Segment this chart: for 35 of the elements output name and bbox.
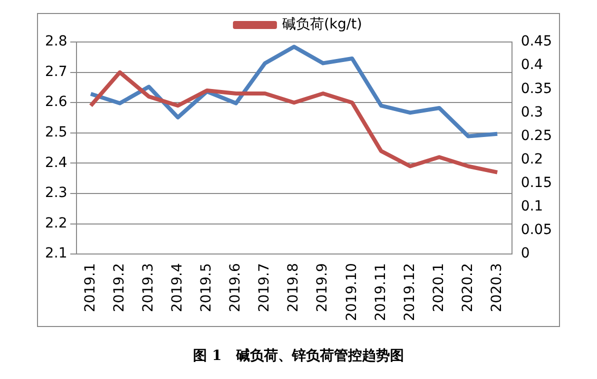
x-tick-label: 2019.10 xyxy=(344,263,360,322)
y2-tick-label: 0.3 xyxy=(520,104,544,120)
y-tick-label: 2.6 xyxy=(45,94,68,110)
x-tick-label: 2020.2 xyxy=(460,263,476,312)
y-tick-label: 2.5 xyxy=(45,124,68,141)
text: 图 1 碱负荷、锌负荷管控趋势图 xyxy=(192,347,405,365)
x-tick-label: 2019.3 xyxy=(140,263,156,312)
x-tick-label: 2019.1 xyxy=(82,263,98,312)
y2-tick-label: 0.25 xyxy=(520,128,552,144)
y2-tick-label: 0 xyxy=(520,246,530,262)
legend-label: 碱负荷(kg/t) xyxy=(282,16,362,33)
x-tick-label: 2019.12 xyxy=(402,263,418,322)
y2-tick-label: 0.15 xyxy=(520,175,552,192)
x-tick-label: 2019.8 xyxy=(286,263,302,312)
x-tick-label: 2019.11 xyxy=(372,263,389,322)
x-tick-label: 2019.7 xyxy=(256,263,273,312)
y2-tick-label: 0.4 xyxy=(520,57,544,74)
y2-tick-label: 0.45 xyxy=(520,34,552,50)
x-tick-label: 2019.6 xyxy=(228,263,244,312)
y2-tick-label: 0.05 xyxy=(520,222,552,238)
y2-tick-label: 0.2 xyxy=(520,151,544,168)
x-tick-label: 2020.1 xyxy=(430,263,447,312)
y-tick-label: 2.8 xyxy=(45,34,68,50)
y-tick-label: 2.7 xyxy=(45,64,68,80)
y-tick-label: 2.4 xyxy=(45,154,68,171)
x-tick-label: 2019.4 xyxy=(170,263,186,312)
x-tick-label: 2019.5 xyxy=(198,263,215,312)
x-tick-label: 2019.9 xyxy=(314,263,331,312)
y2-tick-label: 0.35 xyxy=(520,80,552,97)
x-tick-label: 2019.2 xyxy=(111,263,128,312)
y-tick-label: 2.1 xyxy=(45,246,68,262)
y2-tick-label: 0.1 xyxy=(520,198,544,215)
x-tick-label: 2020.3 xyxy=(488,263,505,312)
y-tick-label: 2.2 xyxy=(45,215,68,232)
y-tick-label: 2.3 xyxy=(45,185,68,202)
